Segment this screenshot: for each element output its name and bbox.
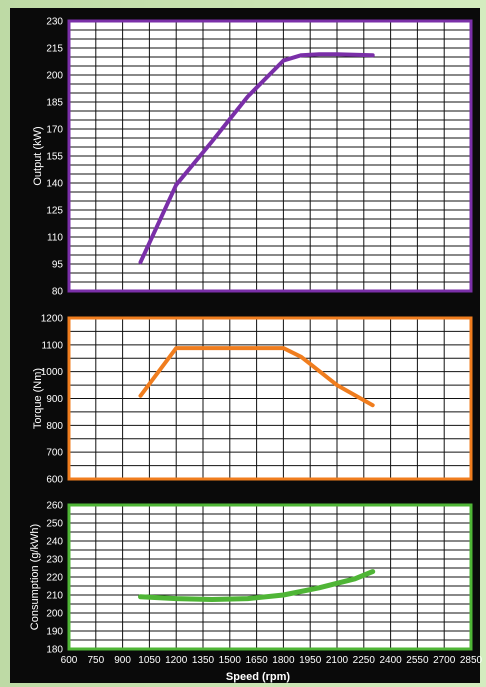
- y-tick-label: 1100: [41, 340, 63, 351]
- y-tick-label: 190: [46, 627, 63, 638]
- x-tick-label: 900: [114, 655, 131, 666]
- plot-frame-2: [67, 316, 473, 481]
- x-tick-label: 1050: [138, 655, 161, 666]
- y-tick-label: 210: [46, 591, 63, 602]
- y-tick-label: 1200: [41, 314, 64, 325]
- x-tick-label: 1950: [299, 655, 322, 666]
- series-line-3: [138, 569, 376, 602]
- x-tick-label: 2550: [406, 655, 429, 666]
- y-tick-label: 200: [46, 71, 63, 82]
- plot-frame-1: [67, 19, 473, 293]
- y-tick-label: 200: [46, 609, 63, 620]
- y-tick-label: 220: [46, 573, 63, 584]
- x-tick-label: 1650: [245, 655, 268, 666]
- x-tick-label: 1350: [192, 655, 215, 666]
- y-tick-label: 700: [46, 448, 63, 459]
- y-tick-label: 140: [46, 179, 63, 190]
- x-tick-label: 2850: [460, 655, 483, 666]
- y-tick-label: 230: [46, 17, 63, 28]
- y-tick-label: 180: [46, 645, 63, 656]
- y-tick-label: 230: [46, 555, 63, 566]
- x-tick-label: 1500: [219, 655, 242, 666]
- series-line-1: [138, 52, 375, 265]
- series-line-2: [138, 346, 375, 408]
- y-tick-label: 215: [46, 44, 63, 55]
- x-tick-label: 600: [61, 655, 78, 666]
- y-tick-label: 110: [47, 233, 63, 244]
- y-tick-label: 185: [46, 98, 63, 109]
- y-tick-label: 260: [46, 501, 63, 512]
- y-tick-label: 125: [46, 206, 63, 217]
- y-tick-label: 240: [46, 537, 63, 548]
- y-tick-label: 1000: [41, 367, 64, 378]
- x-tick-label: 2100: [326, 655, 349, 666]
- y-axis-label: Consumption (g/kWh): [29, 524, 41, 630]
- plot-frame-3: [67, 503, 473, 651]
- x-tick-label: 2400: [379, 655, 402, 666]
- x-tick-label: 750: [87, 655, 104, 666]
- x-tick-label: 1800: [272, 655, 295, 666]
- y-tick-label: 80: [52, 287, 64, 298]
- x-tick-label: 1200: [165, 655, 188, 666]
- y-tick-label: 600: [46, 475, 63, 486]
- y-tick-label: 170: [46, 125, 63, 136]
- x-tick-label: 2700: [433, 655, 456, 666]
- y-axis-label: Torque (Nm): [32, 368, 44, 429]
- y-tick-label: 95: [52, 260, 64, 271]
- y-tick-label: 800: [46, 421, 63, 432]
- y-axis-label: Output (kW): [32, 126, 44, 185]
- y-tick-label: 155: [46, 152, 63, 163]
- y-tick-label: 250: [46, 519, 63, 530]
- x-tick-label: 2250: [353, 655, 376, 666]
- y-tick-label: 900: [46, 394, 63, 405]
- x-axis-label: Speed (rpm): [226, 671, 291, 683]
